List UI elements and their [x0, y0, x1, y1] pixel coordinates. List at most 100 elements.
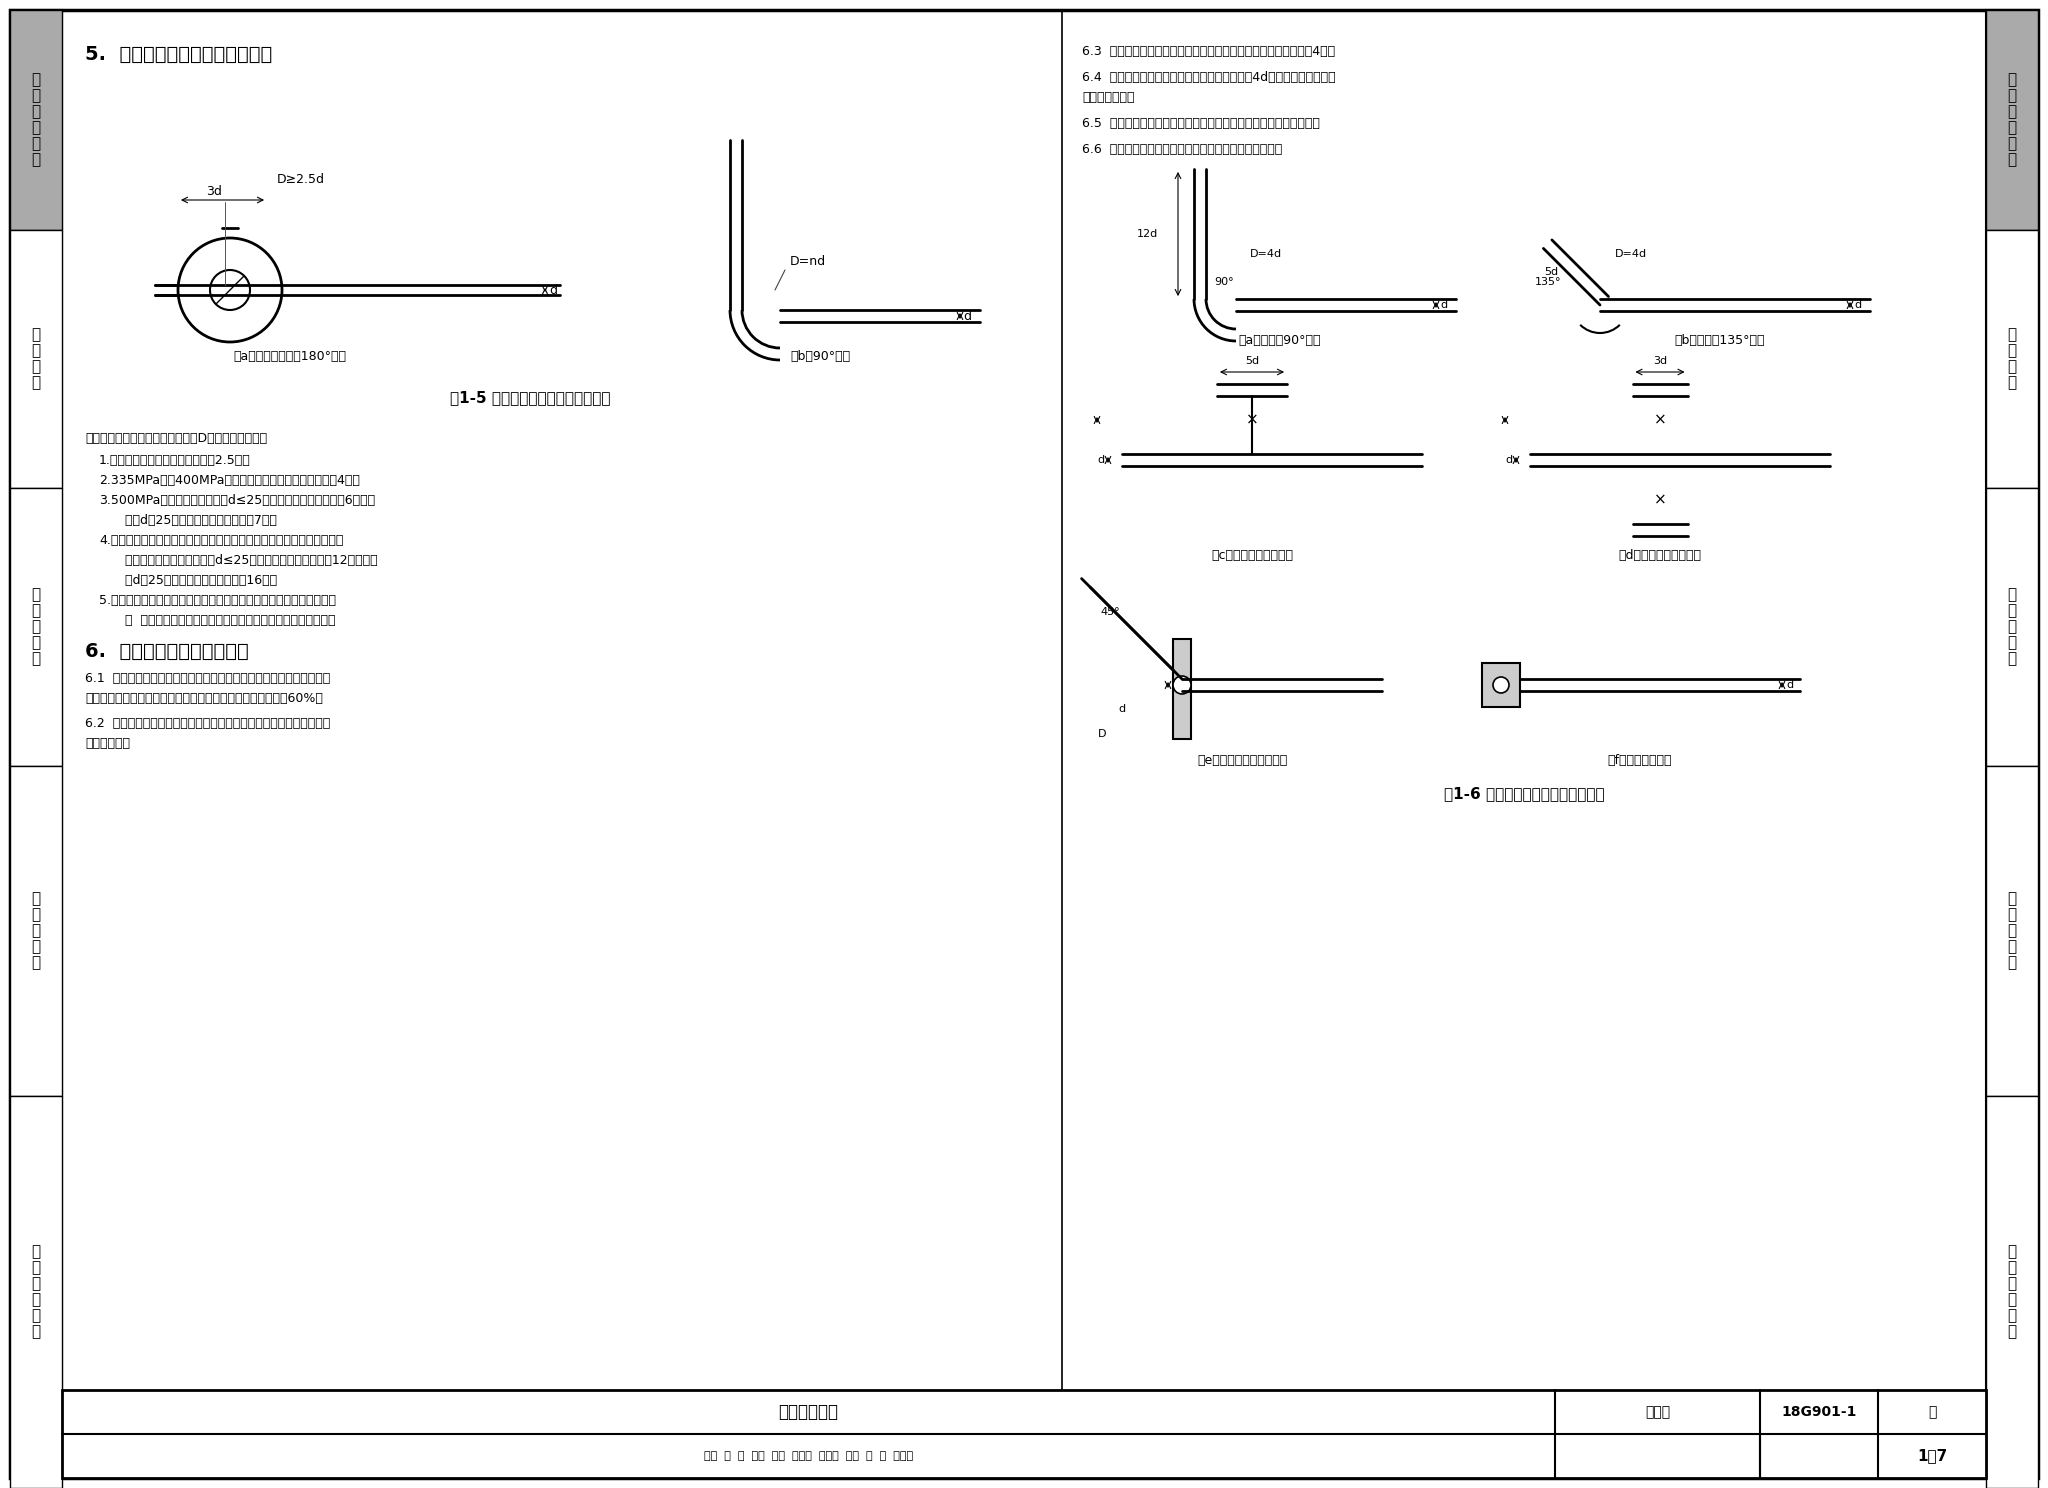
Text: 12d: 12d: [1137, 229, 1157, 240]
Text: d: d: [1853, 301, 1862, 310]
Text: 一: 一: [31, 73, 41, 88]
Bar: [10, 766, 61, 1097]
Text: 135°: 135°: [1536, 277, 1561, 287]
Text: 普: 普: [2007, 891, 2017, 906]
Text: 部: 部: [31, 1308, 41, 1323]
Text: 通: 通: [2007, 908, 2017, 923]
Bar: [1483, 664, 1520, 707]
Text: 应的不利影响。: 应的不利影响。: [1081, 91, 1135, 104]
Circle shape: [1493, 677, 1509, 693]
Text: 盖: 盖: [2007, 1293, 2017, 1308]
Text: 分: 分: [31, 1324, 41, 1339]
Text: 6.5  截面角部的弯钩和一侧贴焊锚筋的布筋方向宜向截面内侧偏置。: 6.5 截面角部的弯钩和一侧贴焊锚筋的布筋方向宜向截面内侧偏置。: [1081, 118, 1319, 129]
Text: D=4d: D=4d: [1249, 248, 1282, 259]
Text: 般: 般: [2007, 88, 2017, 104]
Text: 部: 部: [31, 360, 41, 375]
Text: d: d: [1440, 301, 1448, 310]
Text: 分: 分: [31, 375, 41, 390]
Text: 6.3  螺栓锚头和焊接钢板的承压面积不应小于锚固钢筋截面面积的4倍。: 6.3 螺栓锚头和焊接钢板的承压面积不应小于锚固钢筋截面面积的4倍。: [1081, 45, 1335, 58]
Text: 锚固端头在内的锚固长度（投影长度）可取为基本锚固长度的60%。: 锚固端头在内的锚固长度（投影长度）可取为基本锚固长度的60%。: [86, 692, 324, 705]
Text: 力: 力: [2007, 604, 2017, 619]
Text: 梁: 梁: [31, 1260, 41, 1275]
Text: 直径d＞25时，不应小于钢筋直径的7倍。: 直径d＞25时，不应小于钢筋直径的7倍。: [113, 513, 276, 527]
Text: 无: 无: [31, 1244, 41, 1259]
Text: 求: 求: [2007, 152, 2017, 168]
Text: 页: 页: [1927, 1405, 1935, 1420]
Text: 图1-5 钢筋弯钩与弯折的弯弧内直径: 图1-5 钢筋弯钩与弯折的弯弧内直径: [451, 390, 610, 405]
Text: 通: 通: [31, 908, 41, 923]
Text: 图1-6 纵向钢筋弯钩与机械锚固形式: 图1-6 纵向钢筋弯钩与机械锚固形式: [1444, 786, 1604, 801]
Text: 楼: 楼: [2007, 1277, 2017, 1292]
Text: 架: 架: [31, 344, 41, 359]
Text: 2.335MPa级、400MPa级带肋钢筋，不应小于钢筋直径的4倍。: 2.335MPa级、400MPa级带肋钢筋，不应小于钢筋直径的4倍。: [98, 475, 360, 487]
Text: D: D: [1098, 729, 1106, 740]
Text: 搭  接或并筋时，应按钢筋实际排布情况确定箍筋弯弧内直径。: 搭 接或并筋时，应按钢筋实际排布情况确定箍筋弯弧内直径。: [113, 615, 336, 626]
Bar: [1987, 488, 2038, 766]
Text: 框: 框: [31, 327, 41, 342]
Text: 6.  纵向钢筋弯钩与机械锚固: 6. 纵向钢筋弯钩与机械锚固: [86, 641, 248, 661]
Text: d: d: [963, 310, 971, 323]
Text: 部: 部: [31, 939, 41, 954]
Text: D=nd: D=nd: [791, 254, 825, 268]
Text: （a）末端弯90°弯钩: （a）末端弯90°弯钩: [1239, 333, 1321, 347]
Text: 部: 部: [2007, 635, 2017, 650]
Text: 求: 求: [31, 152, 41, 168]
Text: 板: 板: [2007, 924, 2017, 939]
Text: d: d: [549, 284, 557, 296]
Text: 5.  钢筋弯钩与弯折的弯弧内直径: 5. 钢筋弯钩与弯折的弯弧内直径: [86, 45, 272, 64]
Text: （d）末端两侧贴焊锚筋: （d）末端两侧贴焊锚筋: [1618, 549, 1702, 562]
Text: 楼: 楼: [31, 1277, 41, 1292]
Text: 部: 部: [2007, 939, 2017, 954]
Text: 5.箍筋弯折处尚不应小于纵向受力钢筋直径；箍筋弯折纵向受力钢筋为: 5.箍筋弯折处尚不应小于纵向受力钢筋直径；箍筋弯折纵向受力钢筋为: [98, 594, 336, 607]
Text: 分: 分: [2007, 955, 2017, 970]
Bar: [1987, 10, 2038, 231]
Text: 1.光圆钢筋，不应小于钢筋直径的2.5倍。: 1.光圆钢筋，不应小于钢筋直径的2.5倍。: [98, 454, 250, 467]
Text: 部: 部: [2007, 360, 2017, 375]
Text: 18G901-1: 18G901-1: [1782, 1405, 1858, 1420]
Text: 3.500MPa级带肋钢筋，当直径d≤25时，不应小于钢筋直径的6倍；当: 3.500MPa级带肋钢筋，当直径d≤25时，不应小于钢筋直径的6倍；当: [98, 494, 375, 507]
Bar: [1174, 638, 1192, 740]
Text: 5d: 5d: [1245, 356, 1260, 366]
Text: d: d: [1118, 704, 1126, 714]
Text: 板: 板: [31, 924, 41, 939]
Text: 6.6  受压钢筋不应采用末端弯钩和一侧贴焊的锚固形式。: 6.6 受压钢筋不应采用末端弯钩和一侧贴焊的锚固形式。: [1081, 143, 1282, 156]
Bar: [1987, 231, 2038, 488]
Circle shape: [211, 269, 250, 310]
Circle shape: [1174, 676, 1192, 693]
Bar: [10, 231, 61, 488]
Text: 4.位于框架结构顶层端节点处的梁上部纵向钢筋和柱外侧纵向钢筋，在节: 4.位于框架结构顶层端节点处的梁上部纵向钢筋和柱外侧纵向钢筋，在节: [98, 534, 344, 548]
Text: 般: 般: [31, 88, 41, 104]
Text: 要: 要: [2007, 137, 2017, 152]
Bar: [1987, 10, 2038, 1478]
Text: 90°: 90°: [1214, 277, 1233, 287]
Text: 造: 造: [31, 121, 41, 135]
Text: 造: 造: [2007, 121, 2017, 135]
Text: d: d: [1505, 455, 1511, 464]
Text: 标准的要求。: 标准的要求。: [86, 737, 129, 750]
Text: 无: 无: [2007, 1244, 2017, 1259]
Bar: [61, 1390, 1987, 1478]
Text: 6.4  螺栓锚头和焊接钢板的钢筋净间距不宜小于4d，否则应考虑群锚效: 6.4 螺栓锚头和焊接钢板的钢筋净间距不宜小于4d，否则应考虑群锚效: [1081, 71, 1335, 83]
Text: 45°: 45°: [1100, 607, 1120, 618]
Text: 5d: 5d: [1544, 266, 1559, 277]
Text: 审核  刘  簇  刘弘  校对  高志强  宫主洁  设计  姚  刚  一洲川: 审核 刘 簇 刘弘 校对 高志强 宫主洁 设计 姚 刚 一洲川: [705, 1451, 913, 1461]
Text: 1－7: 1－7: [1917, 1448, 1948, 1464]
Text: 径d＞25时，不应小于钢筋直径的16倍。: 径d＞25时，不应小于钢筋直径的16倍。: [113, 574, 276, 586]
Text: 剪: 剪: [31, 588, 41, 603]
Text: ×: ×: [1653, 412, 1667, 427]
Text: 分: 分: [2007, 1324, 2017, 1339]
Text: 部: 部: [31, 635, 41, 650]
Text: 要: 要: [31, 137, 41, 152]
Text: （c）末端一侧贴焊锚筋: （c）末端一侧贴焊锚筋: [1210, 549, 1292, 562]
Text: 部: 部: [2007, 1308, 2017, 1323]
Text: （f）末端螺栓锚头: （f）末端螺栓锚头: [1608, 754, 1673, 766]
Text: 6.1  当纵向受拉普通钢筋末端采用弯钩或机械锚固措施时，包括弯钩或: 6.1 当纵向受拉普通钢筋末端采用弯钩或机械锚固措施时，包括弯钩或: [86, 673, 330, 684]
Text: d: d: [1098, 455, 1104, 464]
Text: D≥2.5d: D≥2.5d: [276, 173, 326, 186]
Text: （b）90°弯折: （b）90°弯折: [791, 350, 850, 363]
Bar: [10, 1097, 61, 1488]
Text: 普: 普: [31, 891, 41, 906]
Bar: [10, 10, 61, 1478]
Text: （b）末端弯135°弯钩: （b）末端弯135°弯钩: [1675, 333, 1765, 347]
Text: ×: ×: [1245, 412, 1257, 427]
